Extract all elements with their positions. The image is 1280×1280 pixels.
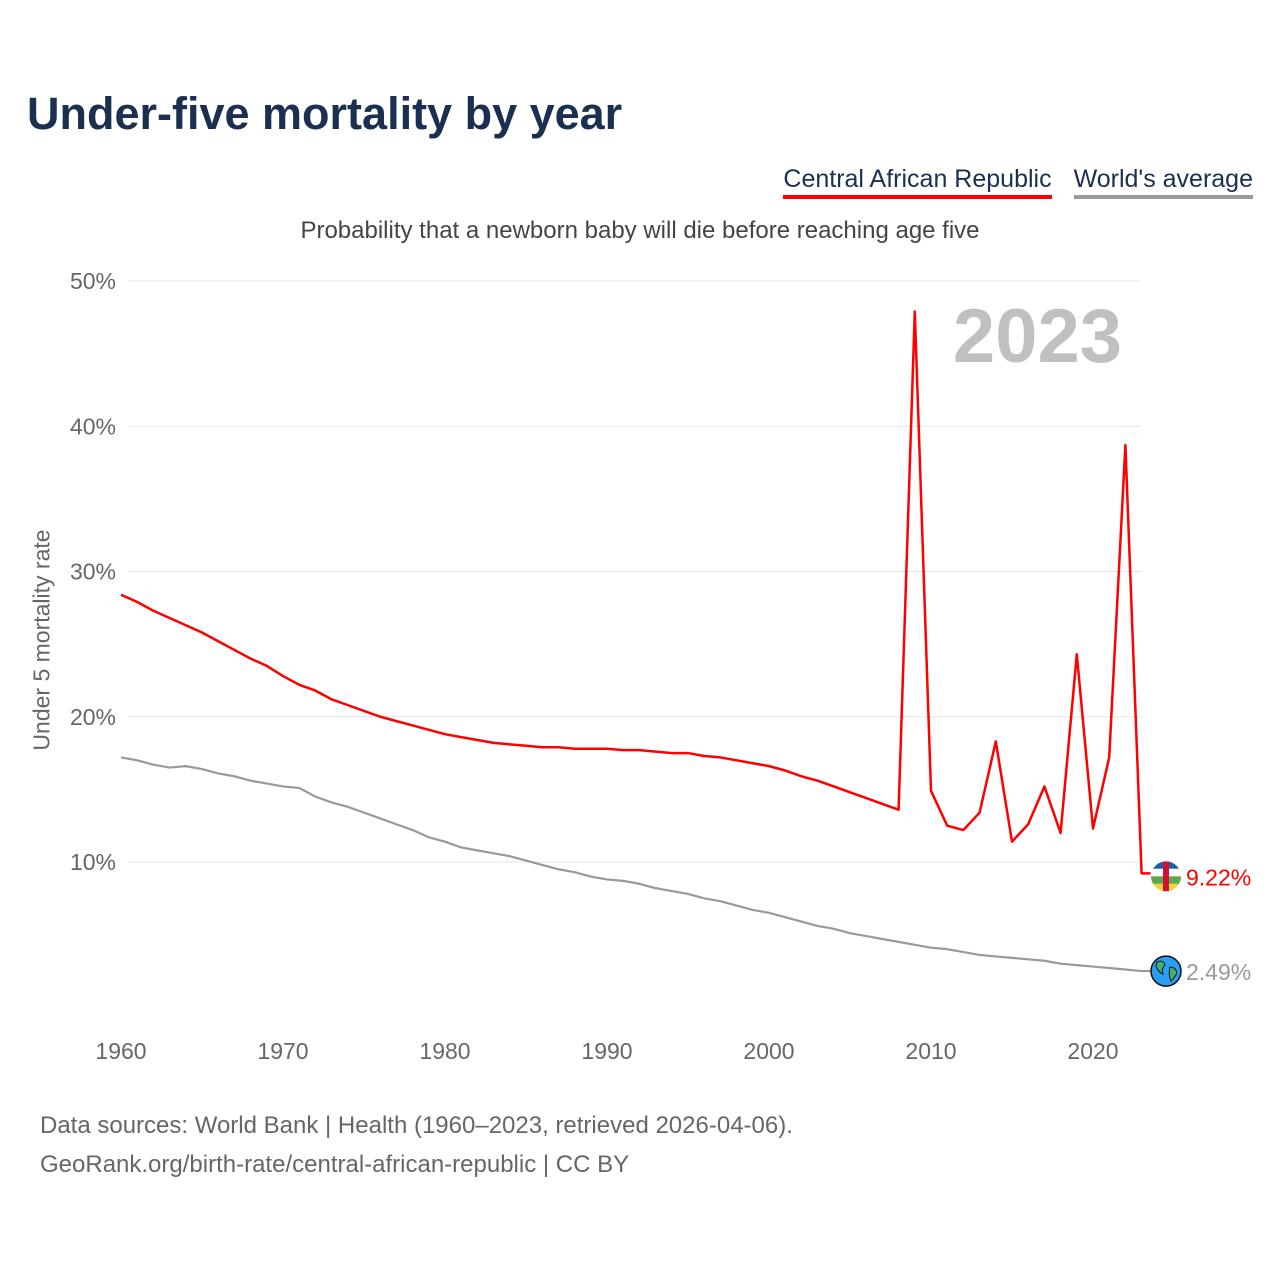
- y-tick-label: 30%: [70, 559, 116, 585]
- x-tick-label: 2020: [1067, 1038, 1118, 1064]
- url-line: GeoRank.org/birth-rate/central-african-r…: [40, 1151, 630, 1178]
- globe-land: [1155, 960, 1178, 982]
- chart-subtitle: Probability that a newborn baby will die…: [300, 217, 980, 244]
- x-tick-label: 1960: [95, 1038, 146, 1064]
- car-end-label: 9.22%: [1186, 864, 1251, 890]
- x-tick-label: 1990: [581, 1038, 632, 1064]
- x-tick-label: 2010: [905, 1038, 956, 1064]
- footer: Data sources: World Bank | Health (1960–…: [40, 1106, 793, 1184]
- y-tick-label: 10%: [70, 849, 116, 875]
- y-tick-label: 50%: [70, 268, 116, 294]
- x-tick-label: 1980: [419, 1038, 470, 1064]
- car-flag-icon: [1151, 861, 1181, 892]
- legend-item-world[interactable]: World's average: [1073, 165, 1253, 199]
- x-tick-label: 2000: [743, 1038, 794, 1064]
- y-tick-label: 20%: [70, 704, 116, 730]
- world-end-label: 2.49%: [1186, 959, 1251, 985]
- source-line: Data sources: World Bank | Health (1960–…: [40, 1112, 793, 1139]
- chart-title: Under-five mortality by year: [27, 88, 623, 139]
- legend-item-car[interactable]: Central African Republic: [783, 165, 1052, 199]
- x-tick-label: 1970: [257, 1038, 308, 1064]
- world-line: [120, 756, 1151, 973]
- year-watermark: 2023: [953, 294, 1122, 379]
- legend: Central African Republic World's average: [783, 165, 1253, 199]
- y-tick-label: 40%: [70, 413, 116, 439]
- car-line: [120, 310, 1151, 875]
